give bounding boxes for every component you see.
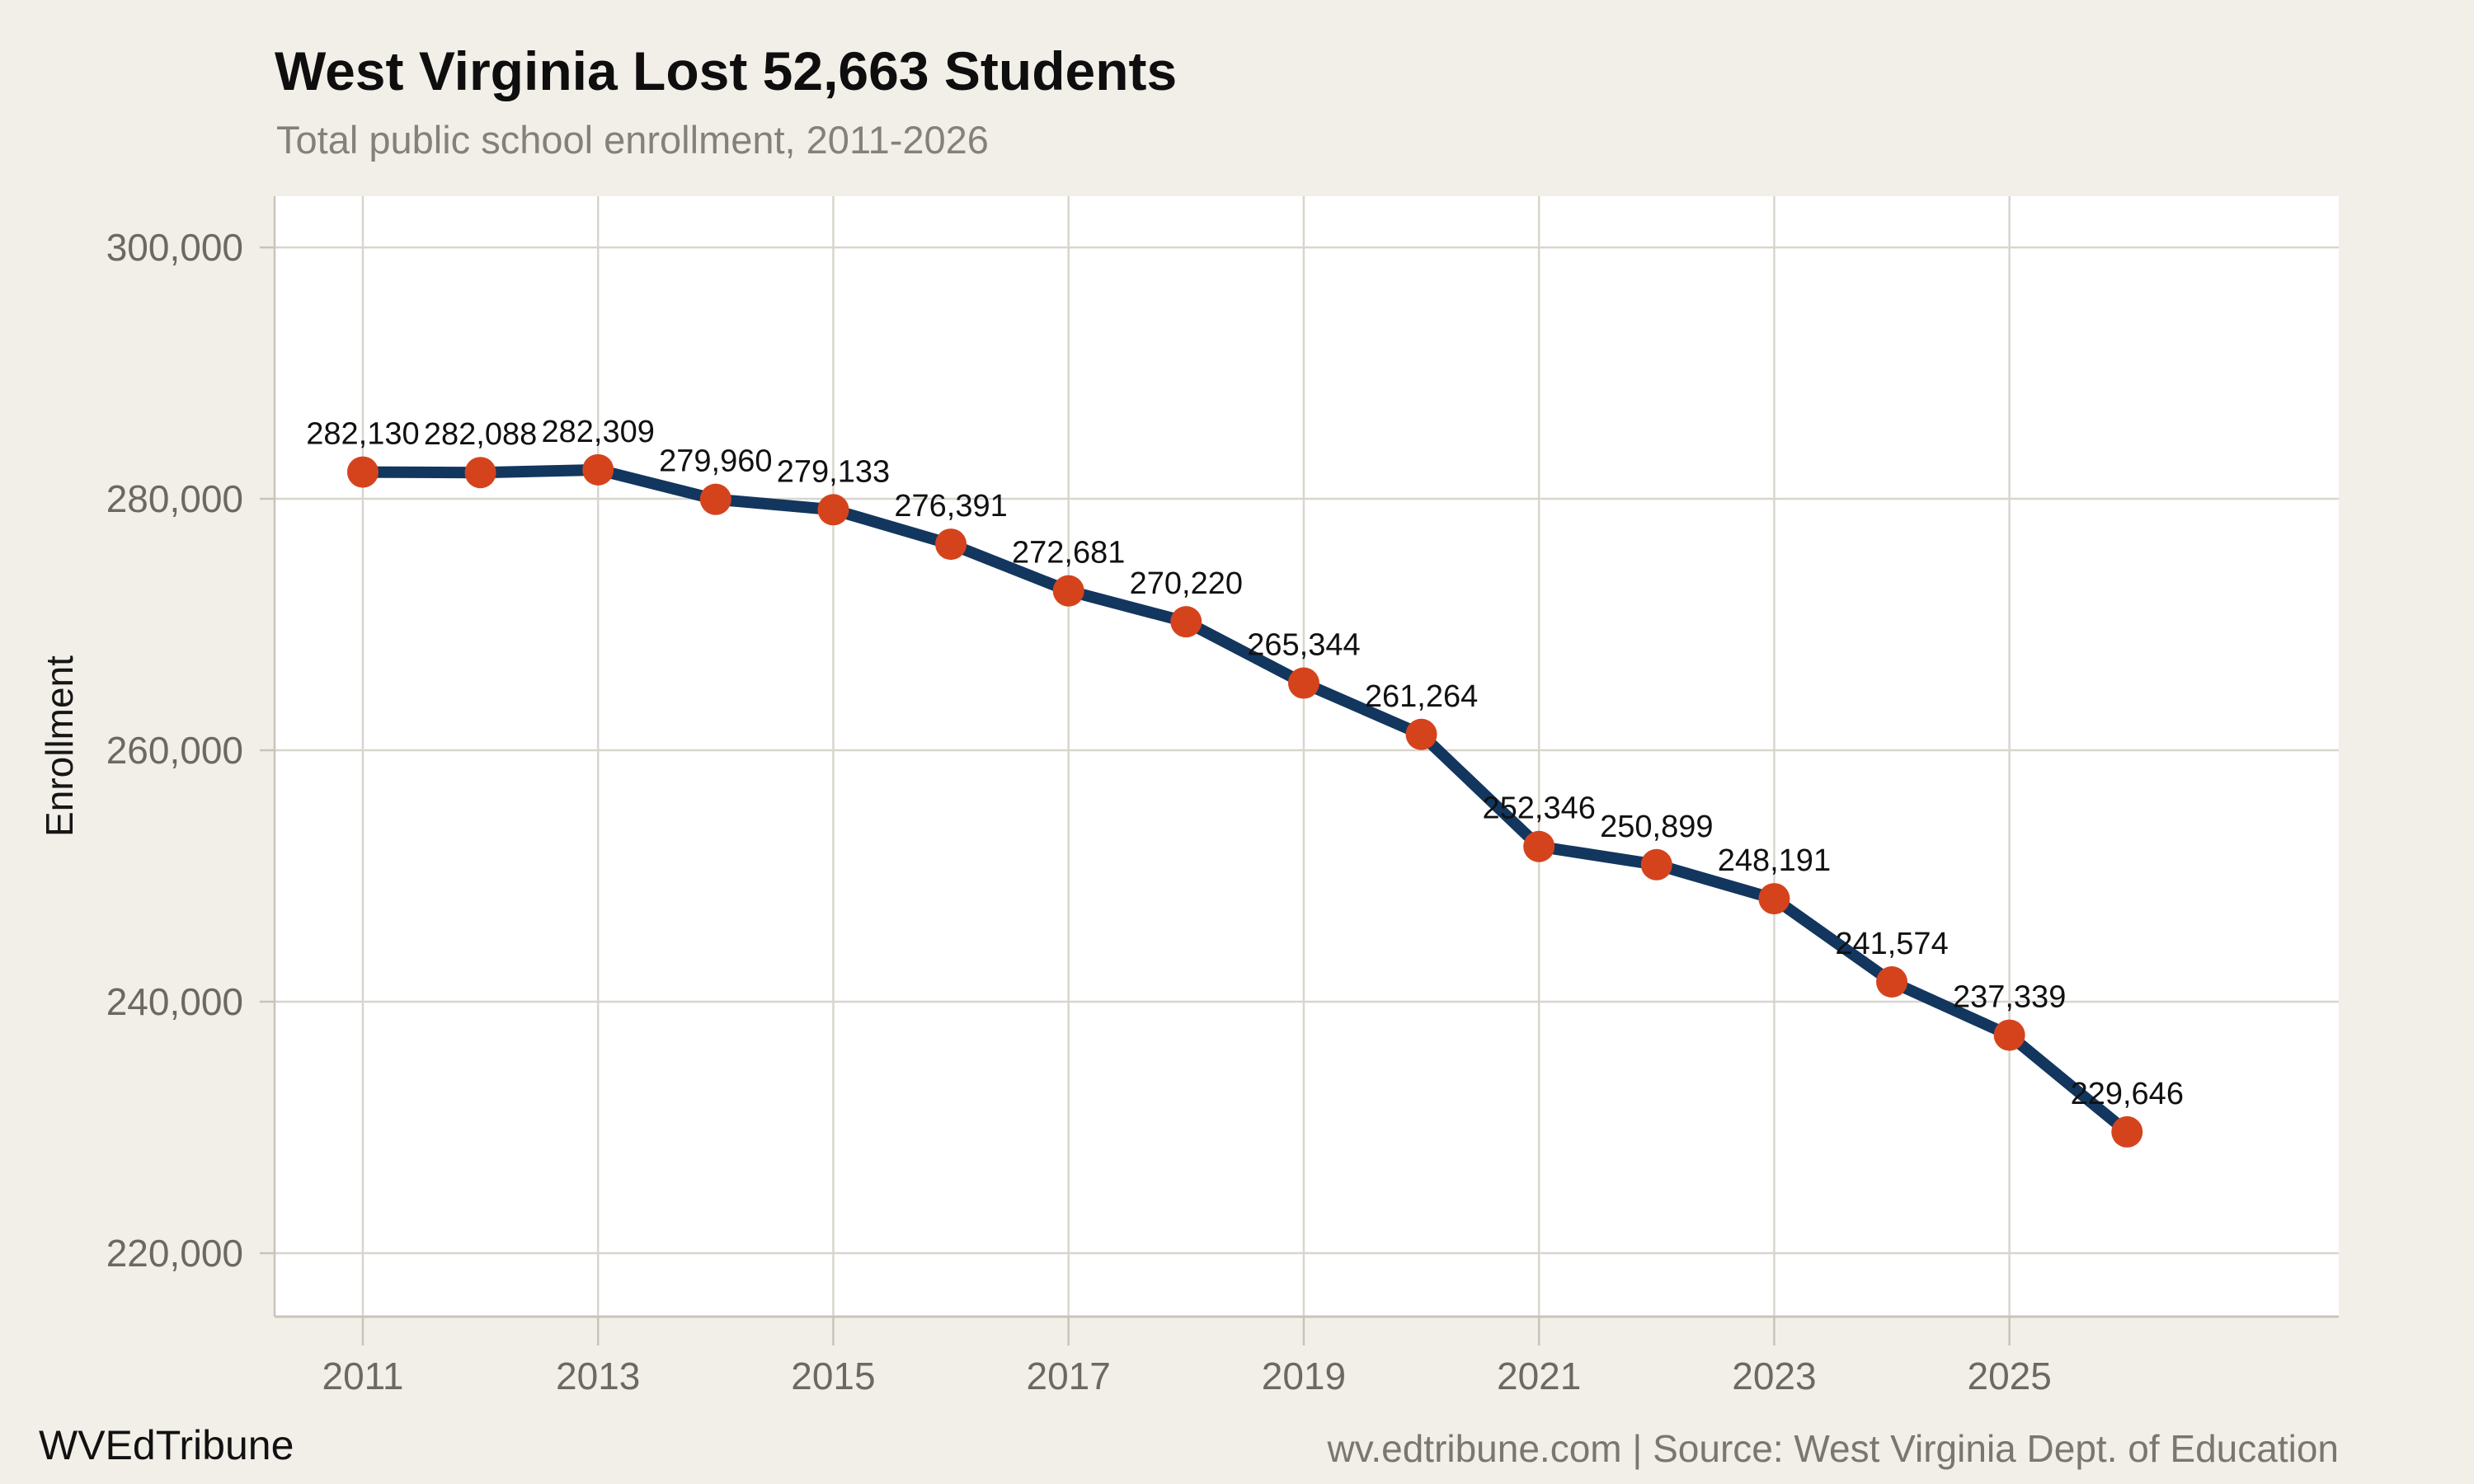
x-tick-label: 2023 (1732, 1355, 1816, 1397)
data-point (935, 528, 967, 561)
x-tick-label: 2017 (1027, 1355, 1111, 1397)
footer-source: wv.edtribune.com | Source: West Virginia… (1327, 1427, 2339, 1470)
data-point (346, 456, 379, 488)
data-point-label: 270,220 (1130, 566, 1243, 601)
data-point-label: 279,960 (659, 444, 772, 479)
data-point (699, 483, 731, 515)
data-point-label: 252,346 (1482, 791, 1595, 826)
plot-background (275, 196, 2339, 1317)
y-tick-label: 240,000 (106, 980, 243, 1023)
data-point-label: 250,899 (1600, 810, 1713, 844)
data-point (1876, 966, 1908, 998)
data-point (1758, 883, 1790, 915)
data-point-label: 248,191 (1718, 843, 1831, 878)
y-tick-label: 280,000 (106, 477, 243, 520)
x-tick-label: 2011 (322, 1355, 404, 1397)
data-point-label: 265,344 (1247, 628, 1360, 663)
x-tick-label: 2015 (791, 1355, 875, 1397)
data-point (582, 453, 614, 486)
data-point (1405, 718, 1437, 750)
data-point (817, 494, 849, 526)
data-point-label: 241,574 (1835, 927, 1948, 961)
data-point-label: 229,646 (2071, 1077, 2184, 1111)
data-point (464, 457, 496, 489)
data-point-label: 282,088 (424, 417, 537, 452)
data-point-label: 237,339 (1953, 980, 2066, 1015)
data-point (2111, 1115, 2143, 1148)
enrollment-line (356, 463, 2133, 1138)
chart-title: West Virginia Lost 52,663 Students (275, 40, 1178, 101)
x-tick-label: 2013 (556, 1355, 640, 1397)
data-point-label: 279,133 (777, 454, 890, 489)
x-tick-label: 2021 (1497, 1355, 1581, 1397)
footer-brand: WVEdTribune (39, 1422, 294, 1468)
data-point-label: 261,264 (1365, 679, 1478, 714)
data-point (1640, 848, 1672, 881)
data-point-label: 282,130 (306, 417, 419, 452)
data-point (1052, 575, 1084, 607)
x-tick-label: 2025 (1967, 1355, 2051, 1397)
data-point-label: 276,391 (894, 489, 1007, 524)
x-tick-label: 2019 (1262, 1355, 1346, 1397)
data-point-label: 282,309 (542, 415, 655, 449)
data-point-label: 272,681 (1012, 536, 1125, 571)
chart-subtitle: Total public school enrollment, 2011-202… (276, 118, 989, 162)
y-tick-label: 220,000 (106, 1232, 243, 1275)
data-point (1523, 830, 1555, 862)
data-point (1287, 667, 1319, 699)
y-tick-label: 260,000 (106, 729, 243, 772)
y-tick-label: 300,000 (106, 226, 243, 269)
data-point (1170, 606, 1202, 638)
data-point (1993, 1019, 2025, 1051)
